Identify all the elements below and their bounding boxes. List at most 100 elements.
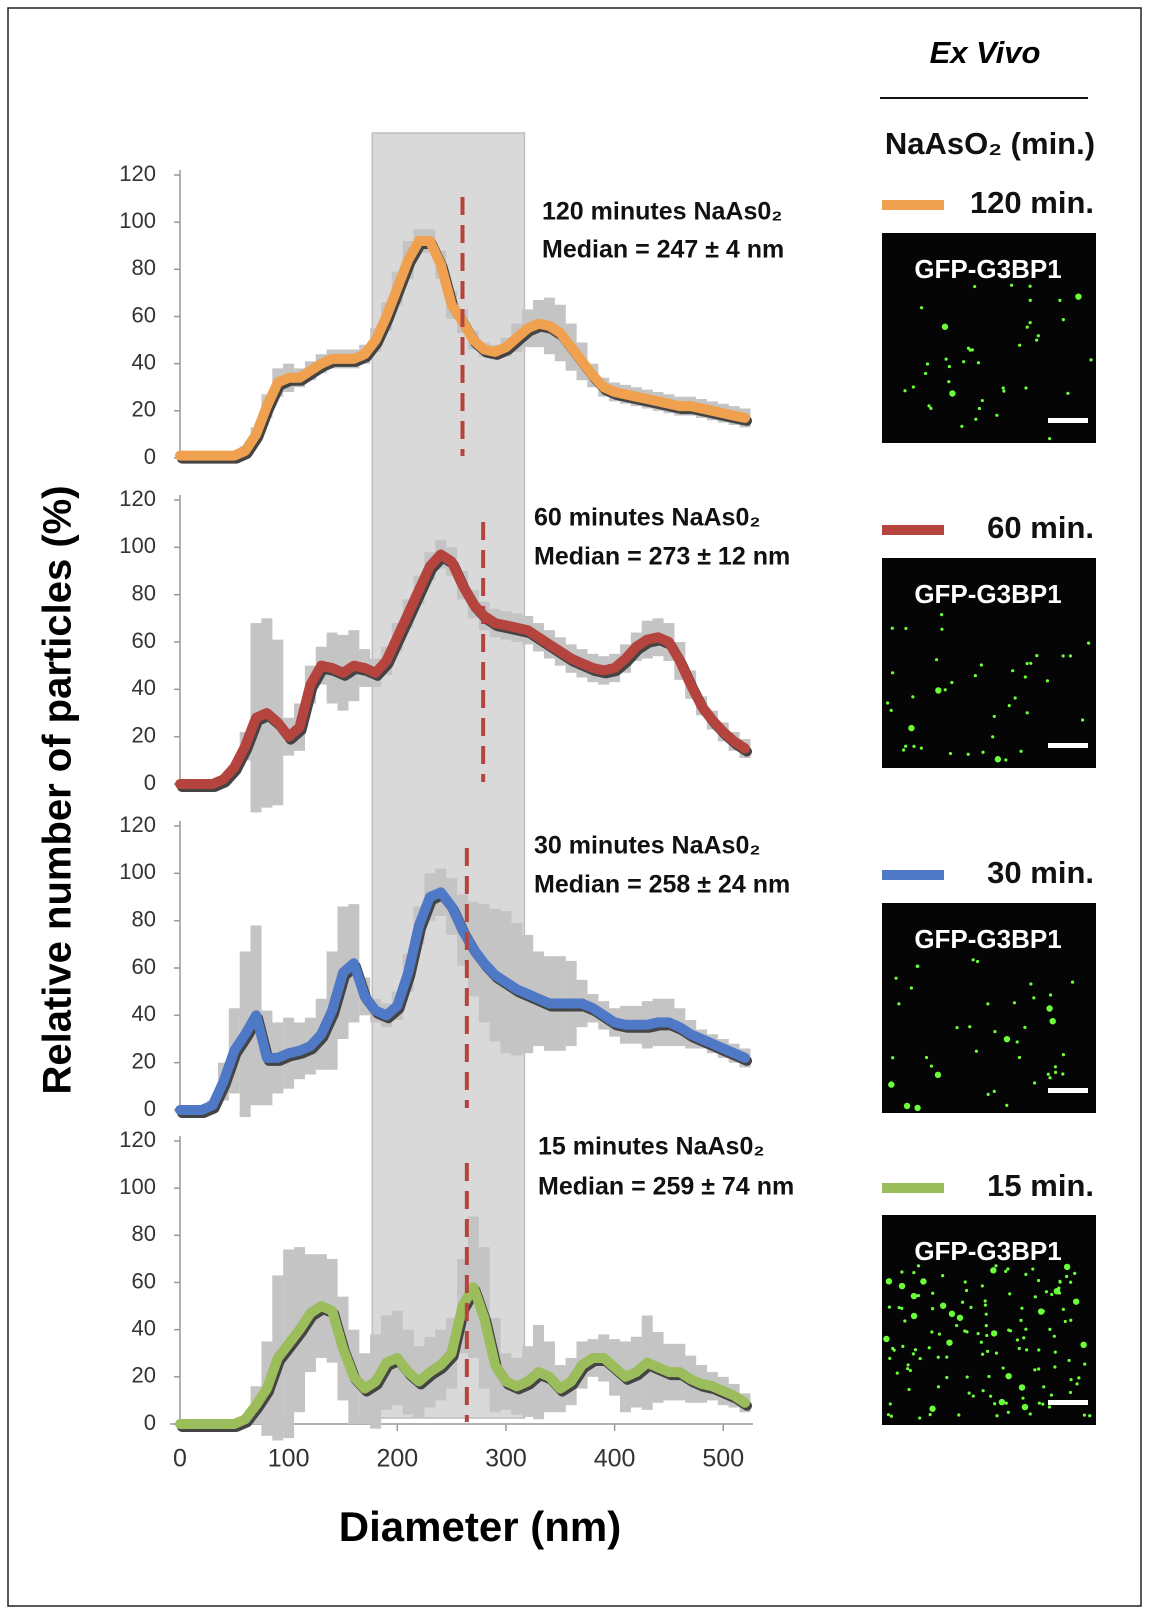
- micrograph-dot: [981, 1389, 985, 1393]
- micrograph-dot: [935, 687, 942, 694]
- micrograph-dot: [984, 1324, 988, 1328]
- micrograph-dot: [883, 1335, 890, 1343]
- micrograph-dot: [1004, 758, 1008, 762]
- annotation: Median = 258 ± 24 nm: [534, 871, 790, 899]
- micrograph-dot: [894, 976, 898, 980]
- micrograph-dot: [903, 389, 907, 393]
- micrograph-dot: [956, 1314, 964, 1321]
- micrograph-dot: [909, 986, 914, 990]
- micrograph-dot: [1053, 1070, 1058, 1074]
- highlight-band: [371, 132, 526, 1419]
- micrograph-dot: [1041, 1402, 1045, 1406]
- micrograph-dot: [888, 1402, 892, 1406]
- micrograph-dot: [930, 1306, 935, 1311]
- micrograph-dot: [994, 756, 1002, 763]
- micrograph-dot: [1046, 1072, 1050, 1076]
- y-tick-label: 60: [132, 628, 156, 653]
- micrograph-dot: [1066, 391, 1070, 395]
- micrograph-dot: [918, 1356, 922, 1361]
- micrograph-dot: [968, 348, 972, 352]
- micrograph-dot: [914, 1104, 921, 1112]
- micrograph-dot: [1003, 1035, 1011, 1043]
- micrograph-dot: [1069, 1318, 1073, 1322]
- micrograph-dot: [977, 406, 981, 411]
- micrograph-dot: [974, 1049, 979, 1053]
- micrograph-dot: [927, 404, 931, 408]
- micrograph-dot: [1080, 1341, 1087, 1349]
- micrograph-dot: [1015, 1338, 1019, 1342]
- micrograph-dot: [1052, 1334, 1056, 1338]
- micrograph-dot: [929, 406, 933, 410]
- micrograph-dot: [1080, 718, 1085, 722]
- micrograph-dot: [987, 1374, 991, 1379]
- micrograph-dot: [920, 1278, 927, 1285]
- micrograph-dot: [940, 627, 944, 631]
- micrograph-dot: [955, 1323, 959, 1328]
- micrograph-dot: [1069, 1378, 1073, 1382]
- micrograph-dot: [890, 626, 894, 630]
- micrograph-dot: [971, 1394, 975, 1398]
- micrograph-dot: [904, 744, 908, 748]
- micrograph-dot: [900, 1306, 904, 1310]
- micrograph-dot: [975, 959, 980, 964]
- annotation: 30 minutes NaAs0₂: [534, 832, 760, 860]
- micrograph-dot: [1031, 1267, 1035, 1271]
- micrograph-dot: [1053, 1065, 1058, 1069]
- micrograph: [882, 558, 1096, 768]
- micrograph-dot: [981, 750, 985, 754]
- micrograph-dot: [1037, 1367, 1041, 1371]
- micrograph-dot: [979, 1340, 983, 1344]
- micrograph-dot: [936, 1355, 940, 1359]
- micrograph-dot: [1023, 675, 1027, 679]
- micrograph-dot: [904, 626, 908, 631]
- micrograph-dot: [918, 1416, 922, 1420]
- micrograph-dot: [1067, 1358, 1071, 1363]
- micrograph-dot: [1065, 1274, 1069, 1279]
- micrograph-dot: [1083, 1362, 1087, 1366]
- micrograph-dot: [1025, 325, 1029, 329]
- micrograph-dot: [1061, 318, 1065, 322]
- micrograph-dot: [1017, 1346, 1021, 1351]
- micrograph-dot: [911, 385, 915, 389]
- micrograph-dot: [990, 1267, 997, 1274]
- micrograph-dot: [1041, 1309, 1045, 1313]
- micrograph-dot: [1036, 334, 1040, 338]
- micrograph-dot: [919, 746, 923, 750]
- line: [175, 549, 750, 789]
- micrograph-dot: [889, 708, 893, 712]
- micrograph-dot: [1006, 1410, 1010, 1414]
- x-axis-label: Diameter (nm): [339, 1503, 621, 1550]
- micrograph-dot: [979, 663, 983, 667]
- micrograph-dot: [1025, 661, 1029, 666]
- micrograph-dot: [1025, 1348, 1029, 1352]
- y-tick-label: 60: [132, 302, 156, 327]
- y-tick-label: 120: [119, 812, 156, 837]
- micrograph-dot: [941, 1274, 945, 1278]
- micrograph-dot: [937, 1332, 942, 1336]
- micrograph-dot: [888, 1081, 895, 1088]
- micrograph-dot: [1061, 654, 1065, 658]
- micrograph-dot: [945, 1375, 949, 1380]
- micrograph-dot: [1088, 1414, 1092, 1418]
- micrograph-dot: [1028, 298, 1032, 302]
- micrograph-dot: [1057, 1291, 1062, 1295]
- micrograph-dot: [946, 1339, 953, 1346]
- micrograph-dot: [943, 688, 947, 692]
- micrograph-dot: [973, 284, 977, 289]
- micrograph-dot: [1002, 389, 1006, 393]
- scale-bar: [1048, 743, 1088, 748]
- micrograph-dot: [1005, 1103, 1009, 1107]
- micrograph-dot: [903, 1319, 907, 1323]
- micrograph-dot: [983, 1303, 988, 1307]
- micrograph-dot: [1019, 749, 1023, 753]
- micrograph-dot: [908, 1368, 912, 1373]
- micrograph-dot: [911, 1352, 915, 1356]
- micrograph-dot: [957, 1413, 961, 1417]
- x-tick-label: 100: [268, 1445, 310, 1473]
- micrograph-dot: [986, 1092, 990, 1096]
- x-tick-label: 300: [485, 1445, 527, 1473]
- micrograph-dot: [948, 751, 953, 756]
- micrograph-dot: [989, 1394, 993, 1398]
- micrograph-dot: [1024, 1272, 1028, 1276]
- x-tick-label: 200: [376, 1445, 418, 1473]
